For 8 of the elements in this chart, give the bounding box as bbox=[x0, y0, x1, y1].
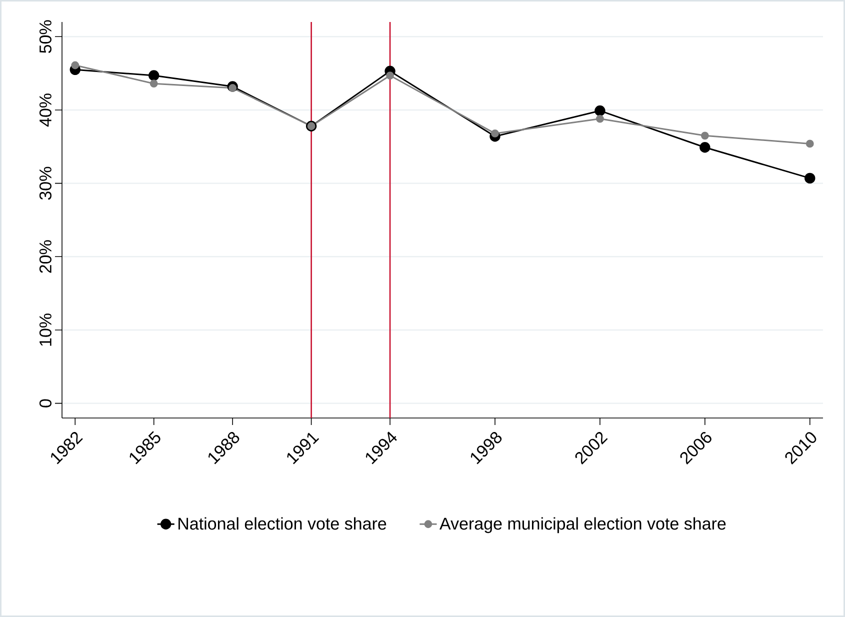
y-tick-label: 10% bbox=[39, 314, 52, 346]
y-tick-label: 20% bbox=[39, 240, 52, 273]
y-tick-label: 50% bbox=[39, 20, 52, 53]
y-tick-label: 40% bbox=[39, 94, 52, 127]
y-tick-label: 0 bbox=[39, 399, 52, 408]
legend-label: National election vote share bbox=[178, 517, 386, 530]
y-tick-label: 30% bbox=[39, 166, 52, 200]
legend-label: Average municipal election vote share bbox=[440, 517, 726, 534]
